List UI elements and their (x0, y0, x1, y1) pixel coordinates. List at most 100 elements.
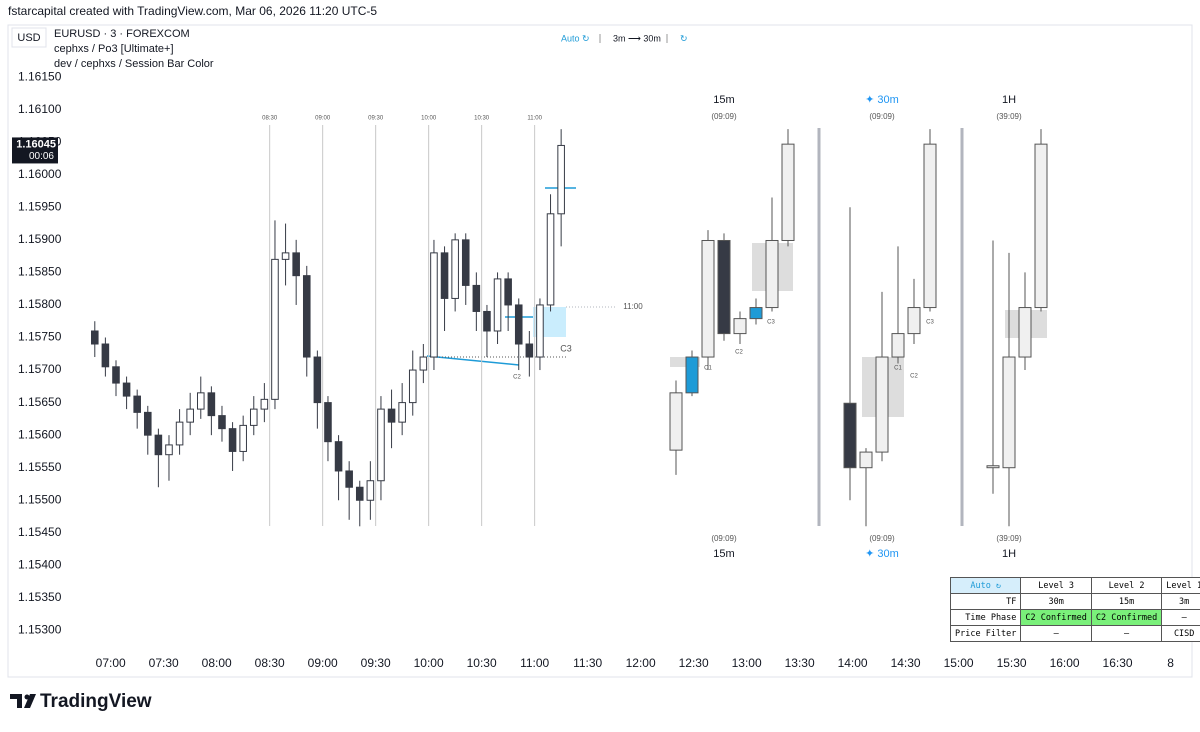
mode[interactable]: Auto ↻ (561, 33, 590, 43)
status-table: Auto ↻ Level 3 Level 2 Level 1 TF 30m 15m 3m T… (949, 577, 1200, 642)
candle-body (398, 402, 406, 423)
panel-name: 15m (713, 548, 734, 560)
panel-timer: (09:09) (711, 534, 737, 543)
logo-mark (10, 694, 36, 708)
panel-name: 1H (1002, 548, 1016, 560)
session-label: 11:00 (527, 116, 542, 122)
y-tick-label: 1.15700 (18, 362, 62, 376)
candle-body (239, 424, 247, 452)
x-tick-label: 07:30 (149, 656, 179, 670)
cell: 15m (1090, 593, 1163, 610)
candle-body (536, 304, 544, 358)
x-tick-label: 13:00 (732, 656, 762, 670)
cell: — (1161, 609, 1200, 626)
indicator: dev / cephxs / Session Bar Color (54, 58, 214, 70)
candle-body (765, 239, 779, 309)
last-price: 1.16045 (16, 138, 56, 150)
candle-body (292, 252, 300, 277)
panel-timer: (39:09) (996, 534, 1022, 543)
footer-brand: TradingView (40, 691, 152, 712)
annotation: C3 (767, 320, 775, 326)
candle-body (891, 333, 905, 358)
table-header: Level 3 (1020, 577, 1092, 594)
candle-body (366, 480, 375, 501)
row-label: TF (949, 593, 1022, 610)
candle-body (355, 486, 364, 501)
x-tick-label: 09:00 (308, 656, 338, 670)
candle-body (175, 421, 184, 446)
table-header: Level 1 (1161, 577, 1200, 594)
annotation: C2 (910, 374, 918, 380)
candle-body (196, 392, 205, 410)
x-tick-label: 08:00 (202, 656, 232, 670)
table-header[interactable]: Auto ↻ (949, 577, 1022, 594)
x-tick-label: 11:00 (520, 656, 549, 670)
candle-body (461, 239, 470, 286)
candle-body (207, 392, 216, 417)
x-tick-label: 16:30 (1103, 656, 1133, 670)
currency-box[interactable] (11, 27, 47, 48)
panel-timer: (39:09) (996, 112, 1022, 121)
candle-body (324, 402, 332, 443)
refresh[interactable]: ↻ (680, 33, 688, 43)
candle-body (154, 434, 163, 456)
x-tick-label: 07:00 (96, 656, 126, 670)
panel-name: 15m (713, 94, 734, 106)
candle-body (843, 402, 857, 469)
candle-body (701, 239, 715, 358)
candle-body (408, 369, 417, 404)
candle-body (859, 451, 873, 469)
panel-timer: (09:09) (869, 112, 895, 121)
candle-body (228, 428, 237, 452)
session-label: 09:30 (368, 116, 384, 122)
annotation: C1 (894, 366, 902, 372)
candle-body (313, 356, 322, 404)
y-tick-label: 1.15300 (18, 623, 62, 637)
currency[interactable]: USD (17, 32, 40, 44)
annotation: C3 (560, 343, 572, 353)
cell: CISD (1161, 625, 1200, 642)
candle-body (249, 408, 258, 426)
indicator: cephxs / Po3 [Ultimate+] (54, 43, 174, 55)
panel-name: ✦ 30m (865, 548, 899, 560)
logo: TradingView (10, 691, 152, 712)
candle-body (923, 143, 937, 309)
y-tick-label: 1.15800 (18, 297, 62, 311)
candle-body (493, 278, 502, 332)
x-tick-label: 11:30 (573, 656, 602, 670)
chart-frame (7, 24, 1193, 678)
candle-body (419, 356, 428, 371)
panel-timer: (09:09) (711, 112, 737, 121)
candle-body (875, 356, 889, 453)
row-label: Price Filter (949, 625, 1022, 642)
candle-body (345, 470, 353, 488)
cell: C2 Confirmed (1090, 609, 1163, 626)
y-tick-label: 1.15900 (18, 232, 62, 246)
x-tick-label: 09:30 (361, 656, 391, 670)
candle-body (483, 310, 491, 332)
table-header: Level 2 (1090, 577, 1163, 594)
cell: — (1020, 625, 1092, 642)
annotation: C1 (704, 366, 712, 372)
x-tick-label: 15:00 (944, 656, 974, 670)
y-tick-label: 1.15400 (18, 558, 62, 572)
x-tick-label: 10:00 (414, 656, 444, 670)
candle-body (986, 465, 1000, 469)
session-label: 09:00 (315, 116, 331, 122)
annotation: 11:00 (623, 302, 643, 311)
x-tick-label: 14:30 (891, 656, 921, 670)
candle-body (122, 382, 131, 397)
candle-body (186, 408, 194, 423)
candle-body (717, 239, 731, 335)
x-tick-label: 12:00 (626, 656, 656, 670)
candle-body (334, 441, 343, 472)
row-label: Time Phase (949, 609, 1022, 626)
candle-body (91, 330, 99, 345)
y-tick-label: 1.15450 (18, 525, 62, 539)
y-tick-label: 1.15550 (18, 460, 62, 474)
candle-body (218, 415, 226, 430)
panel-timer: (09:09) (869, 534, 895, 543)
countdown: 00:06 (29, 151, 54, 162)
